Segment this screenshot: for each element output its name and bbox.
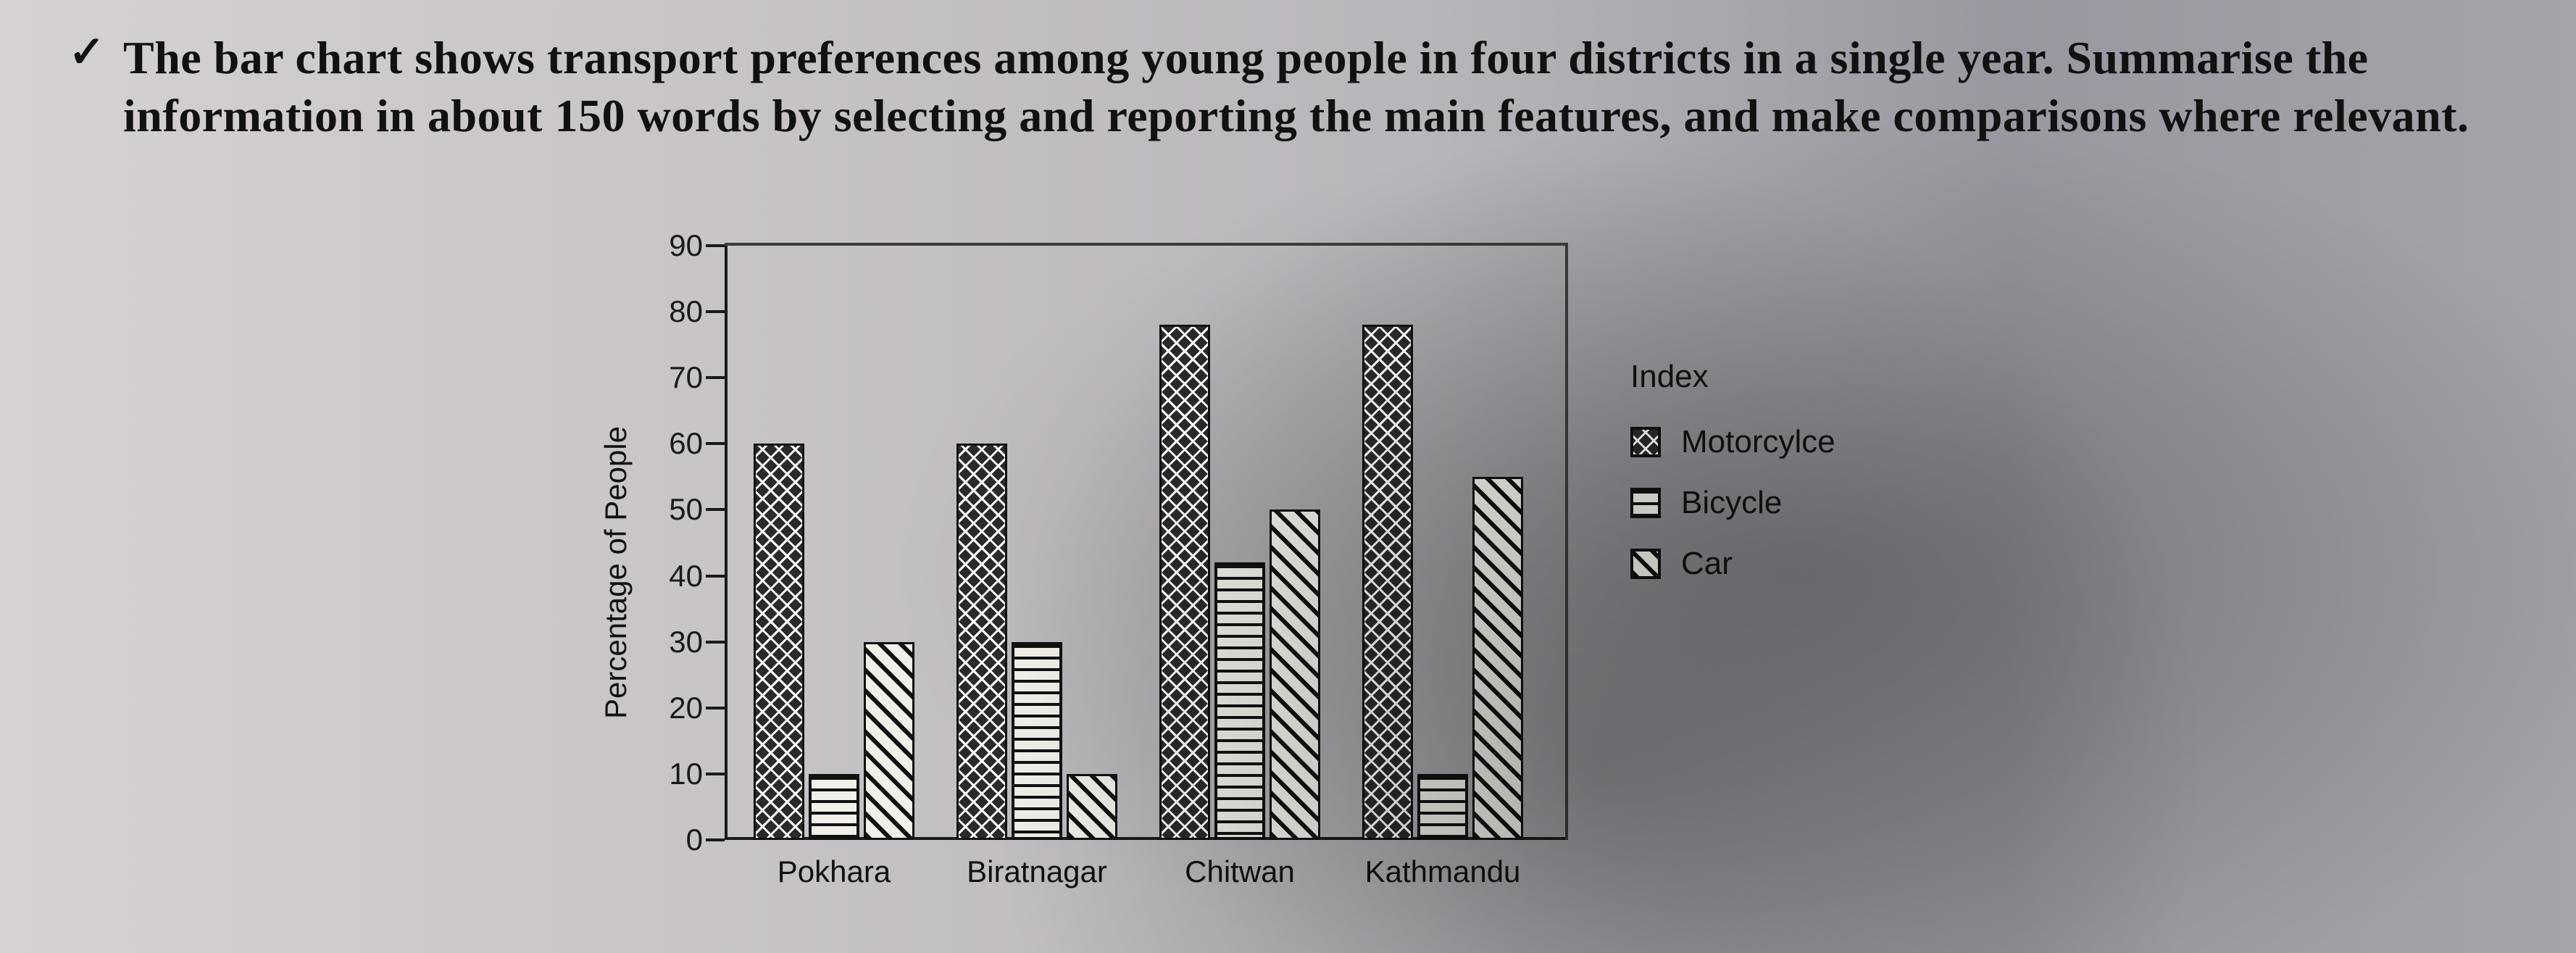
x-tick-label: Biratnagar <box>967 854 1107 889</box>
question-prompt: ✓ The bar chart shows transport preferen… <box>123 29 2485 145</box>
y-tick <box>706 376 725 379</box>
y-tick <box>706 707 725 709</box>
bar-chart: Percentage of People 0102030405060708090… <box>601 225 2123 920</box>
bar-biratnagar-bicycle <box>1012 642 1062 840</box>
legend-item-car: Car <box>1630 546 1835 582</box>
y-tick-label: 50 <box>652 492 703 527</box>
y-tick <box>706 773 725 775</box>
y-tick-label: 0 <box>652 823 703 857</box>
legend-item-bicycle: Bicycle <box>1630 485 1835 521</box>
y-tick <box>706 575 725 578</box>
y-tick <box>706 310 725 313</box>
y-axis <box>725 246 728 840</box>
bar-chitwan-bicycle <box>1214 562 1265 840</box>
x-tick-label: Kathmandu <box>1365 854 1521 889</box>
bar-biratnagar-car <box>1067 774 1117 840</box>
legend-label-motorcycle: Motorcylce <box>1681 424 1835 460</box>
bar-kathmandu-motorcycle <box>1362 325 1413 840</box>
y-tick-label: 90 <box>652 228 703 263</box>
legend: Index Motorcylce Bicycle Car <box>1630 359 1835 607</box>
y-tick-label: 80 <box>652 294 703 329</box>
y-tick-label: 10 <box>652 757 703 791</box>
y-tick-label: 60 <box>652 426 703 461</box>
y-tick-label: 20 <box>652 691 703 725</box>
legend-swatch-motorcycle <box>1630 427 1661 457</box>
bar-kathmandu-car <box>1472 477 1523 840</box>
legend-swatch-car <box>1630 549 1661 579</box>
legend-item-motorcycle: Motorcylce <box>1630 424 1835 460</box>
bullet-mark: ✓ <box>62 25 112 76</box>
legend-swatch-bicycle <box>1630 488 1661 518</box>
y-tick <box>706 838 725 841</box>
y-tick <box>706 641 725 644</box>
y-tick <box>706 508 725 511</box>
y-axis-label: Percentage of People <box>599 426 633 719</box>
gridline <box>725 244 1565 246</box>
prompt-text: The bar chart shows transport preference… <box>123 32 2469 141</box>
bar-pokhara-car <box>864 642 914 840</box>
bar-pokhara-motorcycle <box>754 444 804 840</box>
x-tick-label: Pokhara <box>778 854 891 889</box>
y-tick <box>706 442 725 445</box>
legend-label-car: Car <box>1681 546 1733 582</box>
y-tick-label: 40 <box>652 559 703 594</box>
bar-chitwan-car <box>1270 509 1320 840</box>
y-tick <box>706 244 725 247</box>
y-tick-label: 30 <box>652 625 703 659</box>
bar-kathmandu-bicycle <box>1417 774 1468 840</box>
bar-chitwan-motorcycle <box>1159 325 1210 840</box>
x-tick-label: Chitwan <box>1185 854 1295 889</box>
legend-title: Index <box>1630 359 1835 395</box>
bar-pokhara-bicycle <box>809 774 859 840</box>
plot-area: 0102030405060708090PokharaBiratnagarChit… <box>725 243 1568 840</box>
legend-label-bicycle: Bicycle <box>1681 485 1782 521</box>
bar-biratnagar-motorcycle <box>956 444 1007 840</box>
plot-inner: 0102030405060708090PokharaBiratnagarChit… <box>725 246 1565 840</box>
y-tick-label: 70 <box>652 360 703 395</box>
